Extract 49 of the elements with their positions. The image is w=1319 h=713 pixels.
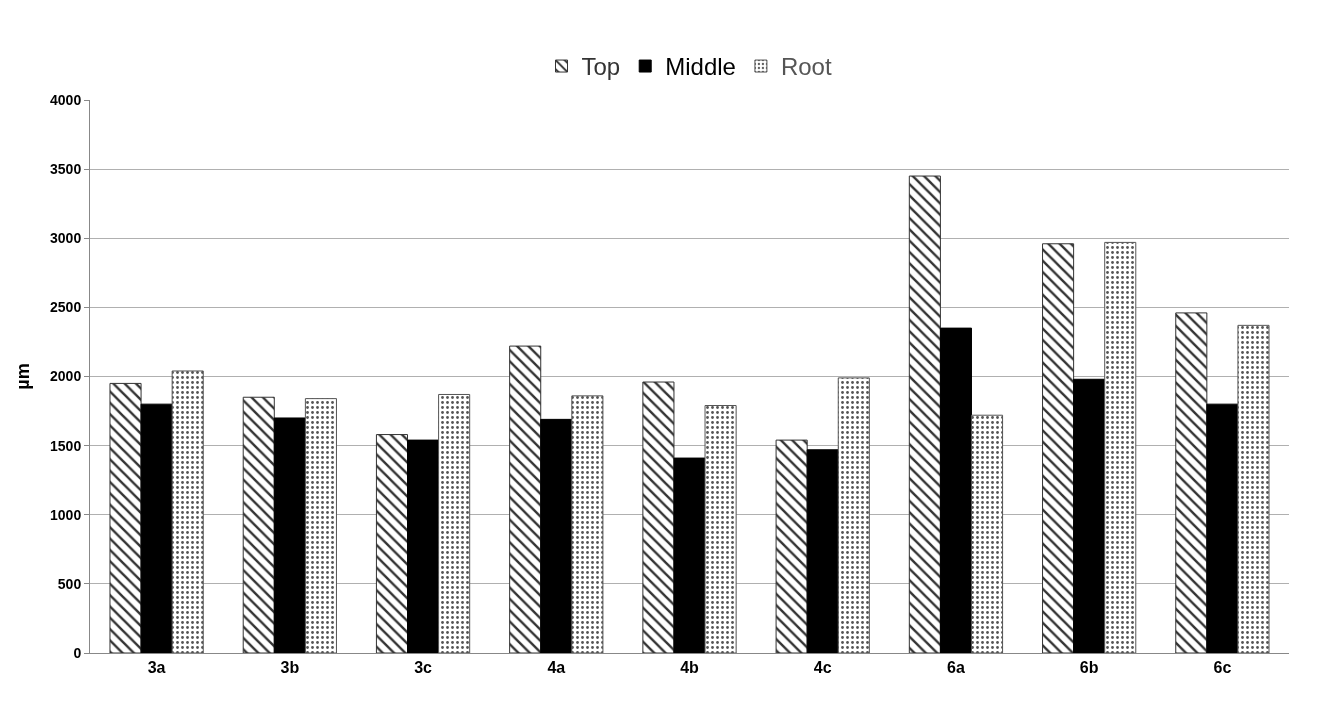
bar: [1073, 378, 1106, 653]
bar: [1237, 324, 1270, 653]
bar: [806, 449, 839, 653]
y-tick-label: 4000: [50, 91, 82, 108]
bar: [775, 439, 808, 653]
x-tick-label: 4c: [813, 659, 832, 677]
bar: [837, 377, 870, 653]
bar: [571, 395, 604, 653]
legend-label: Middle: [665, 53, 736, 81]
bar: [704, 405, 737, 653]
text: Top: [581, 53, 621, 81]
y-tick-label: 3500: [50, 161, 82, 178]
bar: [509, 345, 542, 653]
y-tick-label: 2000: [50, 368, 82, 385]
bar: [109, 382, 142, 653]
bar: [1206, 403, 1239, 653]
bar: [970, 414, 1004, 653]
x-tick-label: 3b: [280, 659, 300, 677]
bar: [304, 398, 337, 653]
bar: [908, 175, 941, 653]
bar: [1104, 241, 1137, 653]
text: Root: [780, 53, 832, 81]
y-tick-label: 500: [57, 575, 82, 592]
bar: [407, 439, 440, 653]
x-tick-label: 3c: [414, 659, 433, 677]
bar: [375, 434, 409, 653]
y-tick-label: 0: [73, 644, 82, 661]
bar: [140, 403, 173, 653]
x-tick-label: 6b: [1079, 659, 1099, 677]
x-tick-label: 6a: [947, 659, 965, 677]
bar: [242, 396, 275, 653]
x-tick-label: 4b: [680, 659, 700, 677]
bar: [438, 393, 471, 653]
bar: [1042, 243, 1075, 653]
bar: [273, 417, 306, 653]
x-tick-label: 6c: [1213, 659, 1232, 677]
x-tick-label: 3a: [147, 659, 166, 677]
x-tick-label: 4a: [547, 659, 566, 677]
y-tick-label: 2500: [50, 299, 82, 316]
y-axis-title: µm: [13, 363, 34, 390]
bar: [540, 418, 573, 653]
bar: [642, 381, 675, 653]
y-tick-label: 1500: [50, 437, 82, 454]
y-tick-label: 1000: [50, 506, 82, 523]
bar: [171, 370, 204, 653]
y-tick-label: 3000: [50, 230, 82, 247]
bar: [1175, 312, 1208, 653]
bar: [673, 457, 706, 653]
bar: [939, 327, 972, 653]
